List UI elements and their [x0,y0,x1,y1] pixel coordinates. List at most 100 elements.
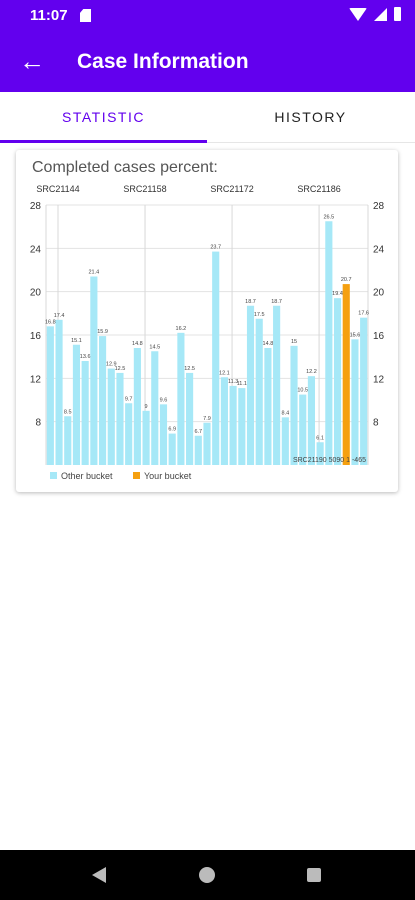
bar-value-label: 7.9 [203,416,211,422]
bar-other-bucket [316,442,324,465]
bar-value-label: 9.6 [160,397,168,403]
bar-value-label: 26.5 [323,214,334,220]
bar-other-bucket [203,422,211,465]
tab-history[interactable]: HISTORY [274,109,347,125]
bar-other-bucket [273,305,281,465]
bar-value-label: 17.4 [54,313,65,319]
bar-other-bucket [351,339,359,465]
y-tick-label-left: 24 [30,244,42,255]
top-category-label: SRC21144 [36,184,79,194]
battery-icon [394,7,401,21]
bar-value-label: 9 [145,404,148,410]
bar-other-bucket [168,433,176,465]
y-tick-label-right: 16 [373,331,385,342]
top-category-label: SRC21186 [297,184,340,194]
chart-title: Completed cases percent: [32,159,218,176]
bar-other-bucket [299,394,307,465]
bar-other-bucket [307,376,316,465]
bar-value-label: 21.4 [89,270,100,276]
bar-value-label: 17.6 [358,311,369,317]
status-time: 11:07 [30,7,68,24]
bar-value-label: 14.8 [132,341,143,347]
tab-bar: STATISTIC HISTORY [0,92,415,143]
bar-other-bucket [333,298,342,465]
bar-value-label: 12.1 [219,370,230,376]
tab-statistic[interactable]: STATISTIC [62,109,145,125]
bar-value-label: 12.5 [115,366,126,372]
y-tick-label-right: 12 [373,374,385,385]
status-bar: 11:07 [0,0,415,32]
y-tick-label-left: 12 [30,374,42,385]
sd-card-icon [80,9,91,22]
bar-value-label: 12.2 [306,369,317,375]
bar-value-label: 13.6 [80,354,91,360]
bar-value-label: 15.1 [71,338,82,344]
tab-indicator [0,140,207,143]
bar-other-bucket [116,372,124,465]
legend-swatch [50,472,57,479]
bar-other-bucket [177,332,185,465]
bar-value-label: 10.5 [297,388,308,394]
bar-value-label: 18.7 [245,299,256,305]
bar-other-bucket [72,344,81,465]
y-tick-label-left: 8 [35,418,41,429]
bar-value-label: 11.1 [237,381,247,387]
bar-other-bucket [220,377,228,465]
bar-other-bucket [151,351,159,465]
bar-other-bucket [64,416,72,465]
bar-other-bucket [186,372,194,465]
bar-other-bucket [246,305,255,465]
y-tick-label-right: 24 [373,244,385,255]
y-tick-label-left: 28 [30,201,42,212]
legend-label: Your bucket [144,471,192,481]
bar-value-label: 16.8 [45,319,56,325]
bar-other-bucket [255,318,263,465]
nav-recents-icon[interactable] [307,868,321,882]
top-category-label: SRC21172 [210,184,253,194]
bar-value-label: 15.6 [350,332,361,338]
bar-value-label: 6.1 [316,435,324,441]
bar-value-label: 20.7 [341,277,352,283]
bar-other-bucket [90,276,98,465]
bar-other-bucket [142,410,150,465]
bar-other-bucket [264,348,272,465]
bar-value-label: 14.5 [149,344,160,350]
chart-card: Completed cases percent: 8 8 12 12 16 16 20 20 2… [16,150,398,492]
page-title: Case Information [77,50,249,73]
bar-value-label: 18.7 [271,299,282,305]
bar-value-label: 12.9 [106,362,117,368]
nav-home-icon[interactable] [199,867,215,883]
bar-value-label: 6.9 [168,427,176,433]
y-tick-label-right: 20 [373,288,385,299]
bar-value-label: 17.5 [254,312,265,318]
status-icons [349,7,401,21]
bar-other-bucket [46,326,54,465]
bar-other-bucket [107,368,115,465]
bar-other-bucket [229,385,237,465]
bar-value-label: 14.8 [263,341,274,347]
bar-value-label: 23.7 [210,245,221,251]
y-tick-label-left: 20 [30,288,42,299]
bar-your-bucket [342,284,350,465]
bar-value-label: 16.2 [176,326,187,332]
bar-value-label: 19.4 [332,291,343,297]
bar-other-bucket [159,404,168,465]
bar-other-bucket [133,348,141,465]
bar-value-label: 15.9 [97,329,108,335]
bar-other-bucket [81,361,89,465]
bar-value-label: 6.7 [194,429,202,435]
bar-value-label: 12.5 [184,366,195,372]
bar-other-bucket [212,251,220,465]
bar-other-bucket [98,336,107,465]
bar-other-bucket [360,317,368,465]
bar-other-bucket [55,319,63,465]
navigation-bar [0,850,415,900]
app-bar: ← Case Information [0,32,415,92]
overlay-label: SRC21190 5090 1 -465 [293,457,366,464]
y-tick-label-left: 16 [30,331,42,342]
top-category-label: SRC21158 [123,184,166,194]
bar-other-bucket [238,388,246,465]
bar-value-label: 8.5 [64,409,72,415]
back-arrow-icon[interactable]: ← [19,46,45,76]
nav-back-icon[interactable] [92,867,106,883]
